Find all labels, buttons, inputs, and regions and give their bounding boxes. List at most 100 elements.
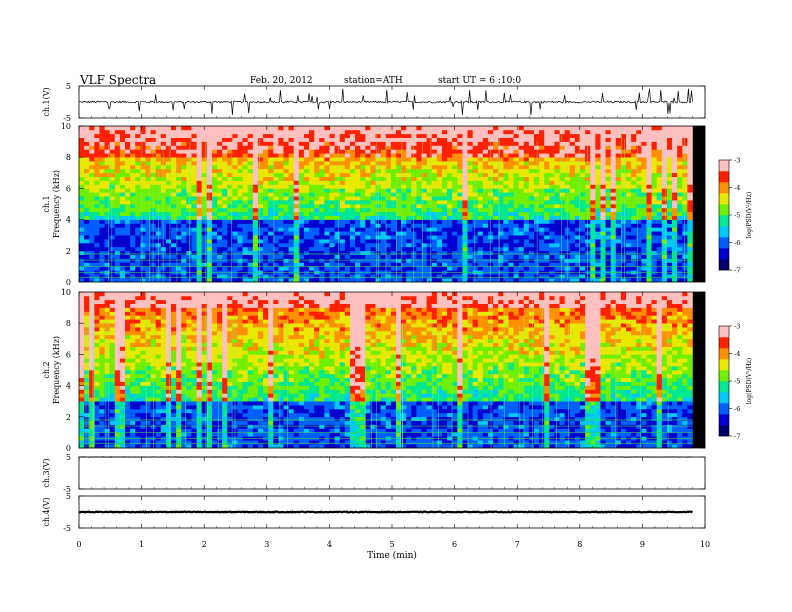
spectrogram-cell (206, 239, 213, 244)
spectrogram-cell (528, 165, 535, 170)
spectrogram-cell (626, 141, 632, 146)
spectrogram-cell (349, 278, 356, 283)
spectrogram-cell (513, 204, 519, 209)
spectrogram-cell (651, 184, 657, 189)
spectrogram-cell (370, 204, 376, 209)
spectrogram-cell (252, 196, 259, 201)
spectrogram-cell (232, 168, 238, 174)
spectrogram-cell (145, 153, 151, 158)
spectrogram-cell (206, 137, 213, 142)
spectrogram-cell (590, 258, 596, 263)
spectrogram-cell (186, 274, 192, 279)
spectrogram-cell (605, 239, 611, 244)
spectrogram-cell (319, 161, 325, 166)
spectrogram-cell (135, 126, 141, 131)
spectrogram-cell (508, 227, 514, 232)
spectrogram-cell (477, 196, 484, 201)
spectrogram-cell (349, 145, 356, 150)
spectrogram-cell (385, 274, 392, 279)
spectrogram-cell (109, 262, 116, 267)
spectrogram-cell (125, 215, 131, 220)
spectrogram-cell (666, 246, 673, 252)
spectrogram-cell (319, 250, 325, 255)
spectrogram-cell (431, 262, 438, 267)
spectrogram-cell (263, 196, 269, 201)
spectrogram-cell (339, 133, 346, 138)
spectrogram-cell (293, 165, 300, 170)
spectrogram-cell (487, 188, 494, 193)
spectrogram-cell (247, 129, 254, 135)
spectrogram-cell (206, 180, 213, 185)
spectrogram-cell (559, 172, 565, 177)
spectrogram-cell (160, 254, 167, 259)
spectrogram-cell (615, 246, 622, 252)
spectrogram-cell (217, 200, 223, 205)
spectrogram-cell (539, 246, 545, 252)
spectrogram-cell (559, 239, 565, 244)
spectrogram-cell (186, 129, 192, 135)
spectrogram-cell (160, 278, 167, 283)
spectrogram-cell (539, 278, 545, 283)
spectrogram-cell (99, 227, 105, 232)
spectrogram-cell (334, 157, 341, 162)
spectrogram-cell (672, 266, 678, 271)
spectrogram-cell (206, 243, 213, 248)
spectrogram-cell (554, 274, 560, 279)
spectrogram-cell (130, 254, 136, 259)
spectrogram-cell (263, 165, 269, 170)
spectrogram-cell (196, 278, 202, 283)
spectrogram-cell (89, 180, 95, 185)
spectrogram-cell (130, 188, 136, 193)
spectrogram-cell (211, 145, 218, 150)
spectrogram-cell (360, 145, 366, 150)
spectrogram-cell (677, 227, 683, 232)
spectrogram-cell (661, 246, 668, 252)
spectrogram-cell (365, 161, 371, 166)
spectrogram-cell (319, 258, 325, 263)
spectrogram-cell (554, 231, 560, 236)
spectrogram-cell (549, 126, 555, 131)
spectrogram-cell (595, 172, 601, 177)
spectrogram-cell (263, 239, 269, 244)
spectrogram-cell (349, 231, 356, 236)
spectrogram-cell (89, 196, 95, 201)
spectrogram-cell (651, 145, 657, 150)
spectrogram-cell (324, 153, 330, 158)
spectrogram-cell (130, 231, 136, 236)
spectrogram-cell (324, 227, 330, 232)
spectrogram-cell (523, 188, 530, 193)
spectrogram-cell (365, 184, 371, 189)
spectrogram-cell (252, 215, 259, 220)
spectrogram-cell (206, 235, 213, 240)
spectrogram-cell (349, 180, 356, 185)
spectrogram-cell (559, 274, 565, 279)
spectrogram-cell (600, 126, 606, 131)
spectrogram-cell (324, 168, 330, 174)
spectrogram-cell (615, 204, 622, 209)
spectrogram-cell (544, 133, 550, 138)
spectrogram-cell (666, 196, 673, 201)
spectrogram-cell (615, 180, 622, 185)
spectrogram-cell (293, 172, 300, 177)
spectrogram-cell (580, 274, 586, 279)
spectrogram-cell (421, 168, 427, 174)
spectrogram-cell (186, 168, 192, 174)
spectrogram-cell (298, 188, 305, 193)
spectrogram-cell (487, 254, 494, 259)
spectrogram-cell (324, 258, 330, 263)
spectrogram-cell (508, 145, 514, 150)
spectrogram-cell (549, 258, 555, 263)
spectrogram-cell (140, 215, 146, 220)
spectrogram-cell (656, 129, 663, 135)
spectrogram-cell (605, 254, 611, 259)
spectrogram-cell (508, 172, 514, 177)
spectrogram-cell (528, 196, 535, 201)
spectrogram-cell (549, 141, 555, 146)
spectrogram-cell (447, 200, 453, 205)
spectrogram-cell (237, 172, 243, 177)
spectrogram-cell (247, 192, 254, 197)
spectrogram-cell (283, 215, 289, 220)
spectrogram-cell (646, 250, 652, 255)
spectrogram-cell (641, 137, 647, 142)
spectrogram-cell (574, 137, 581, 142)
